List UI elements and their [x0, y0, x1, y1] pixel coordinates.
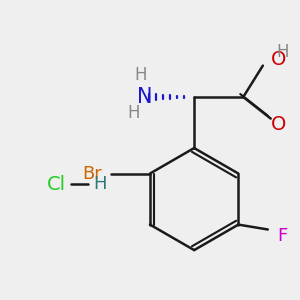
Text: O: O [271, 115, 286, 134]
Text: H: H [134, 66, 146, 84]
Text: H: H [93, 176, 107, 194]
Text: H: H [276, 43, 289, 61]
Text: H: H [127, 104, 140, 122]
Text: Cl: Cl [47, 175, 66, 194]
Text: O: O [271, 50, 286, 69]
Text: N: N [137, 87, 153, 107]
Text: F: F [278, 227, 288, 245]
Text: Br: Br [82, 165, 102, 183]
